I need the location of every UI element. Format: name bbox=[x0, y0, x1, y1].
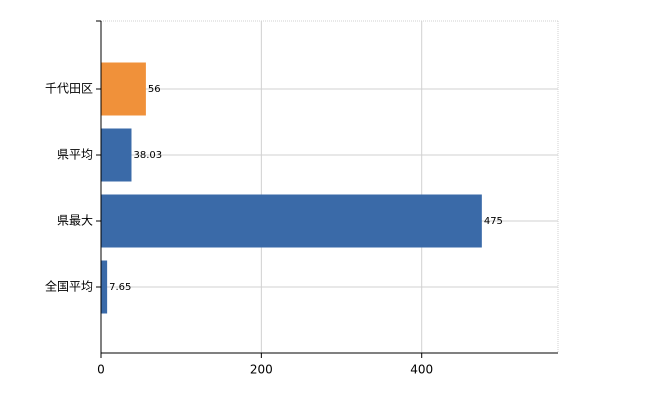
y-tick-label: 県平均 bbox=[57, 148, 93, 162]
y-tick-label: 県最大 bbox=[57, 214, 93, 228]
value-label: 38.03 bbox=[133, 150, 162, 161]
bar bbox=[101, 194, 482, 248]
value-label: 7.65 bbox=[109, 282, 131, 293]
x-tick-label: 400 bbox=[410, 363, 433, 377]
value-label: 56 bbox=[148, 84, 161, 95]
x-tick-label: 200 bbox=[250, 363, 273, 377]
y-tick-label: 千代田区 bbox=[45, 82, 93, 96]
bar bbox=[101, 62, 146, 116]
bar bbox=[101, 128, 132, 182]
y-tick-label: 全国平均 bbox=[45, 279, 93, 294]
bar bbox=[101, 260, 108, 314]
x-tick-label: 0 bbox=[97, 363, 105, 377]
value-label: 475 bbox=[484, 216, 503, 227]
